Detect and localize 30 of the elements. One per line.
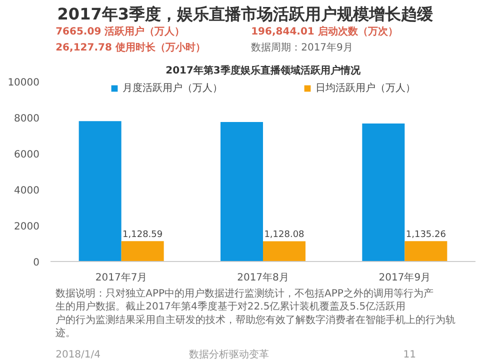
text: 26,127.78 使用时长（万小时）: [56, 42, 206, 54]
y-tick-label: 0: [33, 258, 40, 268]
bar: [404, 241, 448, 262]
data-label: 1,128.59: [122, 230, 163, 240]
y-tick-label: 6000: [14, 150, 40, 160]
chart-title: 2017年3季度，娱乐直播市场活跃用户规模增长趋缓: [57, 4, 434, 24]
text: 数据说明：只对独立APP中的用户数据进行监测统计，不包括APP之外的调用等行为产生的用户数据。截止2017年第4季度基于对22.5亿累计装机覆盖及5.5亿活跃用户的行为监测结果采用自主研发的技术，帮助您有效了解数字消费者在智能手机上的行为轨迹。: [56, 288, 456, 340]
y-tick-label: 4000: [14, 186, 40, 196]
chart-subtitle: 2017年第3季度娱乐直播领域活跃用户情况: [166, 64, 362, 76]
text: 2018/1/4: [56, 350, 101, 360]
text: 196,844.01 启动次数（万次）: [251, 26, 398, 38]
bar: [78, 121, 122, 262]
text: 11: [403, 350, 416, 360]
y-tick-label: 2000: [14, 222, 40, 232]
legend-label: 日均活跃用户（万人）: [316, 82, 416, 95]
x-tick-label: 2017年8月: [237, 272, 289, 284]
y-tick-label: 8000: [14, 114, 40, 124]
data-label: 1,128.08: [264, 230, 305, 240]
bar: [220, 122, 263, 262]
x-tick-label: 2017年7月: [95, 272, 148, 284]
y-tick-label: 10000: [8, 78, 40, 88]
data-label: 1,135.26: [406, 230, 446, 240]
text: 数据周期：2017年9月: [251, 42, 353, 54]
bar: [263, 241, 306, 262]
bar: [362, 123, 405, 262]
x-tick-label: 2017年9月: [378, 272, 431, 284]
text: 数据分析驱动变革: [189, 348, 269, 360]
text: 7665.09 活跃用户（万人）: [56, 26, 185, 38]
legend-label: 月度活跃用户（万人）: [122, 82, 222, 95]
bar: [121, 241, 164, 262]
